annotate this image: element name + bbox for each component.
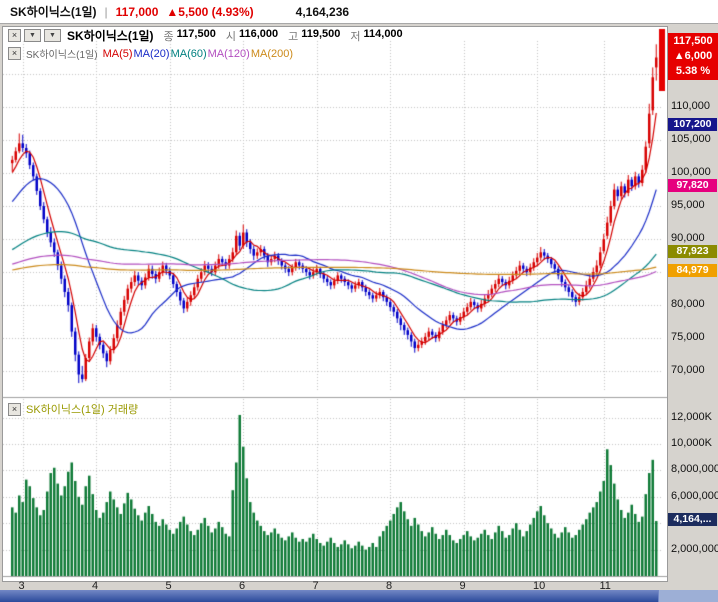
price-axis-label: 70,000 xyxy=(671,364,705,376)
price-axis: 117,500 ▲6,000 5.38 % 110,000 105,000 100,… xyxy=(668,24,718,584)
price-axis-label: 90,000 xyxy=(671,232,705,244)
price-axis-label: 75,000 xyxy=(671,331,705,343)
open-field-label: 시 xyxy=(225,30,236,43)
ma-value-badge: 87,923 xyxy=(668,245,717,258)
price-axis-label: 105,000 xyxy=(671,133,711,145)
price-axis-label: 100,000 xyxy=(671,166,711,178)
month-label: 10 xyxy=(533,580,546,592)
horizontal-scrollbar[interactable] xyxy=(0,590,718,602)
close-field-value: 117,500 xyxy=(176,27,216,40)
chart-header: × ▼ ▼ SK하이닉스(1일) 종 117,500 시 116,000 고 119,… xyxy=(8,28,403,43)
chart-symbol-title: SK하이닉스(1일) xyxy=(67,29,154,43)
chart-type-dropdown[interactable]: ▼ xyxy=(24,29,41,42)
ma-legend-title: SK하이닉스(1일) xyxy=(26,50,98,61)
ma120-legend-label: MA(120) xyxy=(207,47,250,60)
current-price-badge-change: ▲6,000 xyxy=(673,50,713,62)
volume-axis-label: 2,000,000 xyxy=(671,543,718,555)
volume-axis-label: 6,000,000 xyxy=(671,490,718,502)
close-ma-legend-button[interactable]: × xyxy=(8,47,21,60)
volume-axis-label: 8,000,000 xyxy=(671,463,718,475)
high-field-value: 119,500 xyxy=(301,27,341,40)
current-volume-badge: 4,164,... xyxy=(668,513,717,526)
topbar-separator: | xyxy=(104,4,108,19)
time-axis: 3 4 5 6 7 8 9 10 11 xyxy=(2,580,666,594)
topbar-symbol-title: SK하이닉스(1일) xyxy=(10,5,97,19)
ma20-legend-label: MA(20) xyxy=(133,47,170,60)
month-label: 5 xyxy=(165,580,172,592)
scrollbar-thumb[interactable] xyxy=(0,590,658,602)
ma200-legend-label: MA(200) xyxy=(250,47,294,60)
ma-legend: × SK하이닉스(1일) MA(5) MA(20) MA(60) MA(120)… xyxy=(8,46,293,61)
low-field-label: 저 xyxy=(350,30,361,43)
volume-axis-label: 10,000K xyxy=(671,437,712,449)
topbar-current-price: 117,000 xyxy=(115,4,159,19)
close-field-label: 종 xyxy=(163,30,174,43)
topbar-volume: 4,164,236 xyxy=(295,4,350,19)
ma-value-badge: 84,979 xyxy=(668,264,717,277)
topbar-price-change: ▲5,500 (4.93%) xyxy=(166,4,254,19)
month-label: 9 xyxy=(459,580,466,592)
ma-value-badge: 97,820 xyxy=(668,179,717,192)
volume-legend: × SK하이닉스(1일) 거래량 xyxy=(8,401,138,417)
chart-settings-dropdown[interactable]: ▼ xyxy=(44,29,61,42)
current-price-badge-percent: 5.38 % xyxy=(675,65,711,77)
month-label: 6 xyxy=(239,580,246,592)
price-axis-label: 110,000 xyxy=(671,100,710,112)
month-label: 8 xyxy=(386,580,393,592)
month-label: 3 xyxy=(18,580,25,592)
month-label: 4 xyxy=(92,580,99,592)
ma-value-badge: 107,200 xyxy=(668,118,717,131)
ma5-legend-label: MA(5) xyxy=(102,47,133,60)
close-chart-button[interactable]: × xyxy=(8,29,21,42)
volume-axis-label: 12,000K xyxy=(671,411,712,423)
month-label: 11 xyxy=(599,580,611,592)
high-field-label: 고 xyxy=(288,30,299,43)
month-label: 7 xyxy=(312,580,319,592)
price-axis-label: 95,000 xyxy=(671,199,705,211)
ma60-legend-label: MA(60) xyxy=(170,47,207,60)
volume-legend-title: SK하이닉스(1일) 거래량 xyxy=(26,404,139,416)
chart-area: × ▼ ▼ SK하이닉스(1일) 종 117,500 시 116,000 고 119,… xyxy=(0,24,718,602)
price-axis-label: 80,000 xyxy=(671,298,705,310)
topbar: SK하이닉스(1일) | 117,000 ▲5,500 (4.93%) 4,16… xyxy=(0,0,718,24)
current-price-badge-price: 117,500 xyxy=(673,35,713,47)
open-field-value: 116,000 xyxy=(238,27,279,40)
current-price-badge: 117,500 ▲6,000 5.38 % xyxy=(668,33,718,80)
close-volume-legend-button[interactable]: × xyxy=(8,402,21,416)
price-volume-chart-canvas[interactable] xyxy=(2,26,668,582)
scrollbar-right-segment[interactable] xyxy=(658,590,718,602)
low-field-value: 114,000 xyxy=(363,27,403,40)
